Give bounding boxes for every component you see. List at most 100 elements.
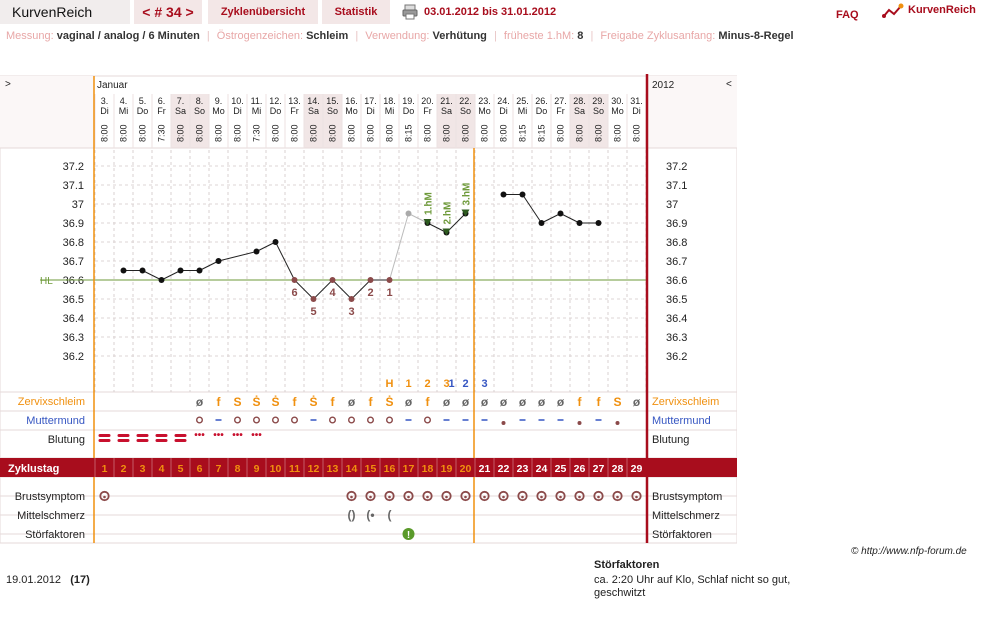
day-weekday: Mo xyxy=(345,106,358,116)
day-time: 8:00 xyxy=(632,124,642,142)
day-weekday: So xyxy=(327,106,338,116)
cycle-day-number: 28 xyxy=(612,463,624,475)
y-tick-left: 36.7 xyxy=(63,256,84,268)
faq-link[interactable]: FAQ xyxy=(836,9,859,21)
y-tick-right: 37.1 xyxy=(666,180,687,192)
cycle-day-number: 5 xyxy=(178,463,184,475)
cervix-symbol xyxy=(195,416,203,424)
stoerfaktoren-text: ca. 2:20 Uhr auf Klo, Schlaf nicht so gu… xyxy=(594,574,791,599)
cycle-day-number: 8 xyxy=(235,463,241,475)
midpain-symbol: ( xyxy=(388,508,392,522)
tab-statistik[interactable]: Statistik xyxy=(322,0,390,24)
peak-count-label: 2 xyxy=(424,378,430,390)
bleeding-heavy xyxy=(117,439,130,442)
day-weekday: Mi xyxy=(385,106,395,116)
cycle-day-number: 10 xyxy=(270,463,282,475)
peak-count-label: 1 xyxy=(405,378,411,390)
release-value: Minus-8-Regel xyxy=(718,30,794,42)
day-weekday: Do xyxy=(137,106,149,116)
temp-point xyxy=(272,239,279,245)
day-weekday: Do xyxy=(403,106,415,116)
temp-point xyxy=(386,277,393,283)
oestro-value: Schleim xyxy=(306,30,349,42)
mucus-symbol: ø xyxy=(443,395,451,409)
breast-symbol-dot xyxy=(483,495,486,499)
cycle-day-number: 16 xyxy=(384,463,396,475)
breast-symbol-dot xyxy=(578,495,581,499)
day-date: 15. xyxy=(326,96,339,106)
day-date: 19. xyxy=(402,96,415,106)
cycle-day-number: 20 xyxy=(460,463,472,475)
weekend-shade xyxy=(589,94,608,148)
header-left-bg xyxy=(0,76,94,148)
cycle-nav[interactable]: < # 34 > xyxy=(134,0,202,24)
cervix-symbol xyxy=(329,416,337,424)
earliest-label: früheste 1.hM: xyxy=(503,30,575,42)
y-tick-right: 36.6 xyxy=(666,275,687,287)
cycle-day-number: 19 xyxy=(441,463,453,475)
day-time: 8:00 xyxy=(423,124,433,142)
temp-line-segment xyxy=(218,251,257,262)
day-date: 24. xyxy=(497,96,510,106)
breast-symbol xyxy=(612,490,623,502)
cycle-day-number: 4 xyxy=(159,463,165,475)
mucus-symbol: Ṡ xyxy=(252,394,260,409)
mucus-symbol: ø xyxy=(557,395,565,409)
high-measure-label: 2.hM xyxy=(443,202,454,225)
day-time: 8:00 xyxy=(290,124,300,142)
temp-point xyxy=(177,267,184,274)
tab-zyklenuebersicht[interactable]: Zyklenübersicht xyxy=(208,0,318,24)
mucus-symbol: Ṡ xyxy=(309,394,317,409)
disturbance-icon xyxy=(402,528,415,540)
row-label-bleeding: Blutung xyxy=(48,434,85,446)
day-date: 11. xyxy=(251,96,263,106)
cycle-day-number: 14 xyxy=(346,463,358,475)
mucus-symbol: ø xyxy=(196,395,204,409)
use-label: Verwendung: xyxy=(365,30,430,42)
weekend-shade xyxy=(456,94,475,148)
kurvenreich-logo-icon xyxy=(882,3,904,18)
nav-left: > xyxy=(5,79,11,90)
day-weekday: Sa xyxy=(175,106,186,116)
cycle-day-number: 15 xyxy=(365,463,377,475)
bleeding-heavy xyxy=(136,434,149,437)
temp-line-segment xyxy=(275,241,295,281)
temp-line-segment xyxy=(408,213,428,224)
nav-right: < xyxy=(726,79,732,90)
temp-point xyxy=(500,191,507,198)
cycle-day-number: 1 xyxy=(102,463,108,475)
day-weekday: Sa xyxy=(441,106,452,116)
cervix-symbol xyxy=(577,421,582,425)
midpain-symbol: () xyxy=(348,508,356,522)
mucus-symbol: S xyxy=(613,395,621,409)
cervix-symbol xyxy=(367,416,375,424)
day-date: 26. xyxy=(535,96,548,106)
day-weekday: Sa xyxy=(308,106,319,116)
breast-symbol-dot xyxy=(388,495,391,499)
weekend-shade xyxy=(323,94,342,148)
row-label-disturb: Störfaktoren xyxy=(25,529,85,541)
temp-point xyxy=(158,277,165,283)
mucus-symbol: ø xyxy=(462,395,470,409)
bleeding-heavy xyxy=(174,434,187,437)
weekend-shade xyxy=(437,94,456,148)
day-time: 8:15 xyxy=(518,124,528,142)
day-date: 6. xyxy=(158,96,166,106)
temp-line-segment xyxy=(389,213,409,281)
printer-icon[interactable] xyxy=(402,4,418,20)
earliest-value: 8 xyxy=(577,30,584,42)
row-label-mucus-right: Zervixschleim xyxy=(652,396,719,408)
day-date: 17. xyxy=(364,96,377,106)
day-time: 8:00 xyxy=(100,124,110,142)
low-measure-label: 3 xyxy=(348,306,354,318)
high-measure-label: 3.hM xyxy=(462,183,473,206)
day-weekday: Fr xyxy=(157,106,166,116)
day-time: 8:00 xyxy=(385,124,395,142)
cervix-symbol xyxy=(291,416,299,424)
day-time: 8:00 xyxy=(309,124,319,142)
cycle-day-number: 3 xyxy=(140,463,146,475)
day-date: 31. xyxy=(630,96,643,106)
breast-symbol xyxy=(593,490,604,502)
mucus-symbol: f xyxy=(578,395,583,409)
day-weekday: Di xyxy=(499,106,508,116)
